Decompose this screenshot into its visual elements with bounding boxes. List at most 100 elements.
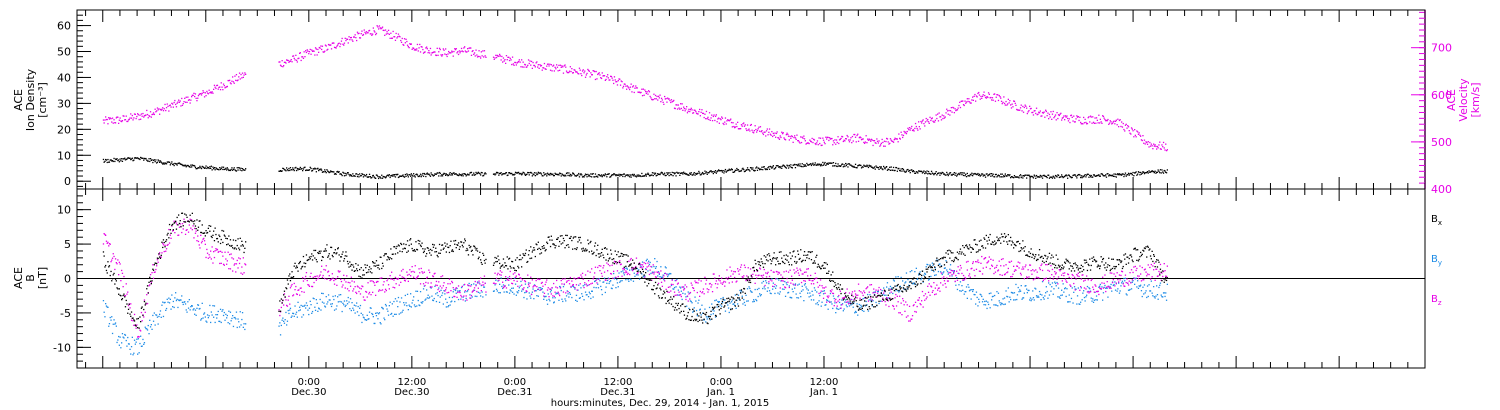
data-point: [140, 156, 142, 159]
data-point: [1033, 299, 1035, 301]
data-point: [181, 301, 184, 303]
data-point: [810, 163, 812, 165]
data-point: [978, 174, 980, 176]
data-point: [1166, 169, 1168, 171]
data-point: [528, 292, 530, 294]
data-point: [655, 175, 657, 177]
data-point: [779, 135, 781, 137]
data-point: [321, 301, 324, 303]
data-point: [467, 290, 469, 292]
data-point: [287, 299, 289, 301]
data-point: [1052, 293, 1054, 295]
data-point: [512, 287, 514, 289]
data-point: [219, 167, 221, 169]
data-point: [568, 71, 570, 74]
data-point: [394, 174, 396, 176]
data-point: [1106, 120, 1108, 122]
data-point: [176, 102, 178, 104]
data-point: [1028, 289, 1030, 292]
data-point: [168, 297, 170, 299]
data-point: [811, 290, 813, 292]
data-point: [546, 289, 549, 291]
data-point: [751, 129, 753, 131]
data-point: [432, 51, 435, 53]
data-point: [1091, 122, 1093, 124]
data-point: [1124, 277, 1127, 279]
data-point: [824, 304, 826, 306]
data-point: [859, 136, 861, 138]
data-point: [1165, 171, 1167, 173]
data-point: [1155, 295, 1157, 297]
data-point: [429, 52, 431, 54]
data-point: [117, 339, 119, 341]
data-point: [460, 296, 463, 298]
data-point: [746, 300, 748, 302]
data-point: [178, 226, 181, 228]
data-point: [768, 282, 770, 285]
data-point: [167, 243, 169, 246]
data-point: [621, 280, 623, 282]
data-point: [551, 70, 553, 72]
data-point: [582, 175, 584, 178]
data-point: [499, 270, 501, 272]
data-point: [191, 94, 193, 96]
data-point: [406, 173, 408, 175]
data-point: [340, 278, 342, 280]
data-point: [289, 167, 292, 169]
data-point: [106, 306, 108, 308]
data-point: [243, 272, 245, 274]
data-point: [808, 142, 810, 145]
data-point: [556, 292, 559, 295]
data-point: [1087, 173, 1089, 175]
data-point: [997, 175, 999, 177]
data-point: [876, 166, 878, 168]
data-point: [395, 313, 397, 315]
data-point: [451, 282, 454, 284]
data-point: [145, 303, 147, 305]
data-point: [1154, 144, 1156, 146]
data-point: [475, 284, 477, 286]
data-point: [965, 176, 968, 178]
data-point: [785, 282, 787, 284]
data-point: [473, 287, 476, 289]
data-point: [994, 100, 997, 102]
data-point: [708, 112, 711, 114]
data-point: [405, 302, 407, 304]
data-point: [805, 286, 807, 288]
data-point: [600, 289, 603, 291]
data-point: [384, 319, 386, 321]
data-point: [133, 324, 135, 326]
data-point: [347, 172, 349, 174]
data-point: [1062, 116, 1064, 119]
data-point: [281, 170, 283, 172]
data-point: [221, 166, 223, 168]
data-point: [444, 293, 446, 295]
data-point: [846, 163, 848, 165]
data-point: [814, 142, 816, 145]
data-point: [672, 175, 674, 177]
data-point: [771, 167, 773, 169]
data-point: [483, 50, 486, 52]
data-point: [654, 271, 656, 273]
data-point: [1006, 295, 1008, 298]
data-point: [705, 283, 707, 285]
data-point: [406, 44, 409, 46]
data-point: [510, 278, 512, 280]
data-point: [344, 287, 346, 289]
data-point: [920, 279, 922, 281]
data-point: [896, 138, 898, 140]
data-point: [980, 174, 982, 176]
data-point: [398, 313, 400, 315]
data-point: [516, 62, 518, 64]
data-point: [367, 32, 369, 34]
y-tick-label: 30: [57, 97, 71, 110]
data-point: [645, 92, 647, 95]
data-point: [424, 299, 426, 301]
data-point: [1019, 174, 1022, 176]
data-point: [457, 298, 460, 301]
data-point: [374, 177, 376, 179]
data-point: [736, 280, 738, 282]
data-point: [456, 52, 458, 54]
data-point: [1138, 132, 1140, 134]
